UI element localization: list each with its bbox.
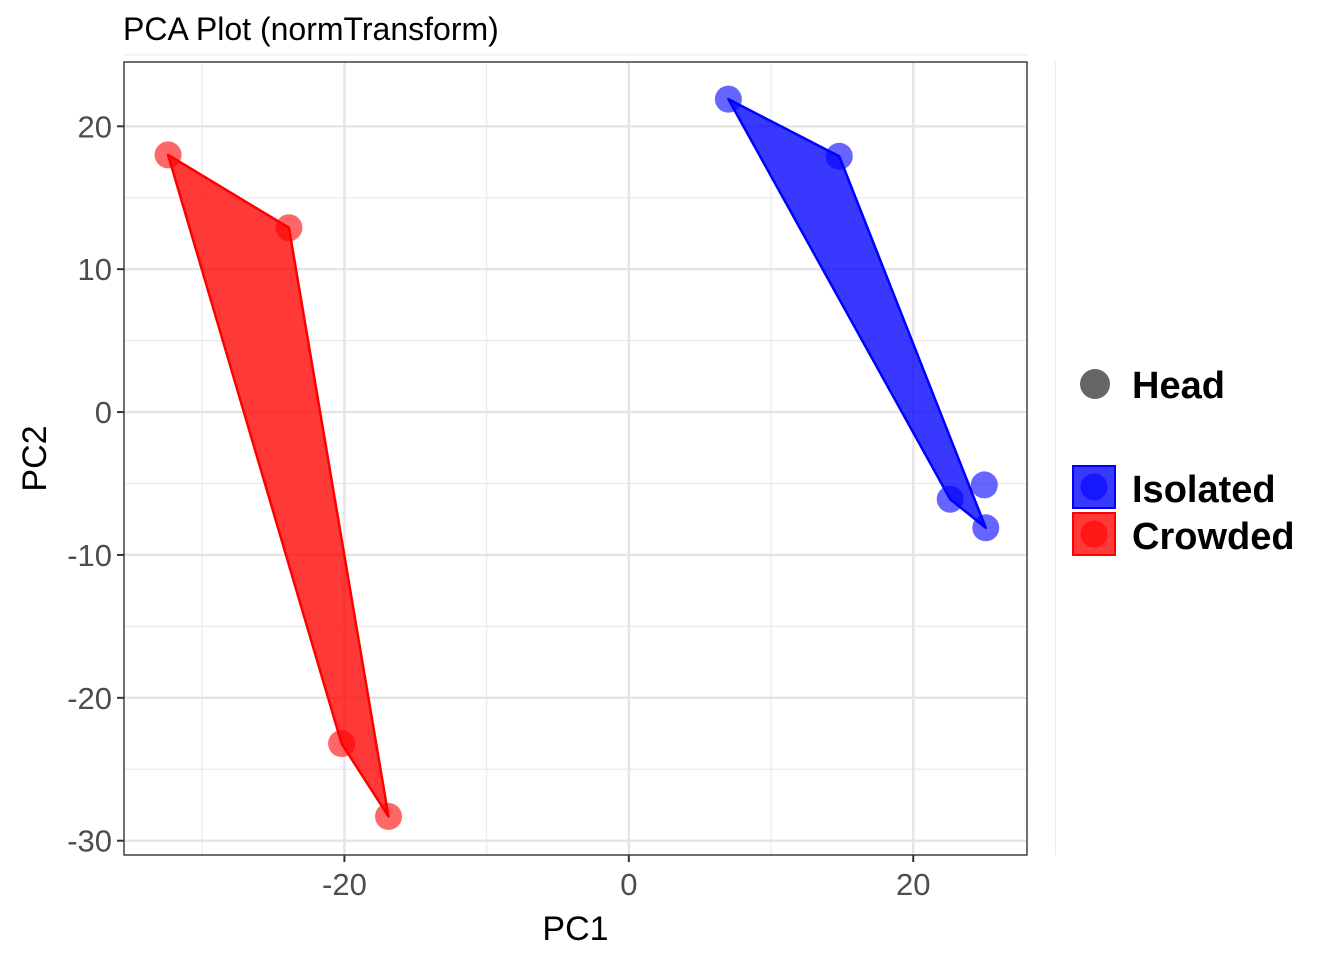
point-isolated [714,85,742,113]
x-axis-title: PC1 [542,910,608,948]
y-tick-label: 10 [78,252,112,287]
legend-head-circle-icon [1080,369,1110,399]
legend-point-isolated [1080,473,1108,501]
y-tick-label: -10 [67,538,112,573]
point-crowded [328,730,356,758]
y-axis-title: PC2 [16,425,54,491]
x-tick-label: 0 [620,867,637,902]
legend-head-label: Head [1132,365,1225,407]
point-crowded [375,802,403,830]
point-isolated [972,514,1000,542]
y-tick-label: -30 [67,824,112,859]
point-crowded [154,141,182,169]
chart-title: PCA Plot (normTransform) [123,11,499,47]
legend-point-crowded [1080,520,1108,548]
plot-border [123,61,1028,856]
legend-label-crowded: Crowded [1132,516,1295,558]
point-isolated [970,471,998,499]
y-tick-label: -20 [67,681,112,716]
point-crowded [275,214,303,242]
y-tick-label: 0 [95,395,112,430]
y-tick-label: 20 [78,109,112,144]
x-tick-label: 20 [896,867,930,902]
legend-label-isolated: Isolated [1132,469,1276,511]
point-isolated [825,142,853,170]
axes: -20 0 20 -30 -20 -10 0 10 20 [67,109,930,902]
x-tick-label: -20 [322,867,367,902]
legend-series: Isolated Crowded [1072,465,1295,558]
data-points [154,85,1000,830]
legend: Head Isolated Crowded [1072,365,1295,558]
point-isolated [936,485,964,513]
